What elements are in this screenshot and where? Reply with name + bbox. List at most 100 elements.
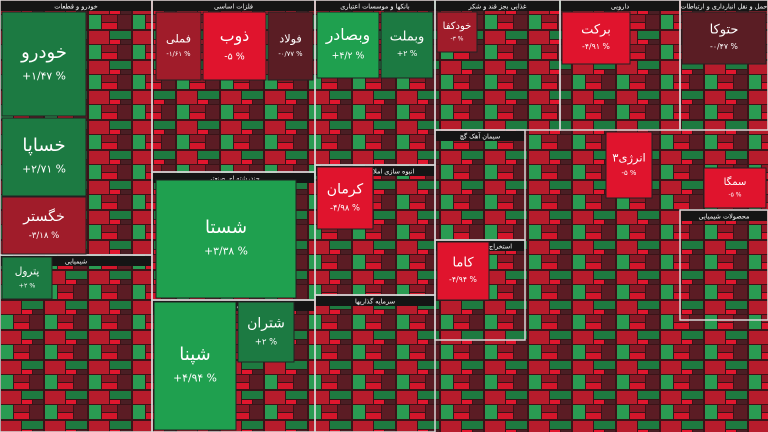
tile-value: +۲ % xyxy=(397,49,418,58)
tile-name: خگستر xyxy=(22,208,65,225)
sector-frame xyxy=(0,254,153,432)
tile: سمگا -۵ % xyxy=(703,167,767,209)
tile-name: وبملت xyxy=(390,30,424,45)
tile: پترول +۲ % xyxy=(1,256,53,300)
tile: فملی -۱/۶۱ % xyxy=(155,11,202,81)
tile-value: +۴/۹۴ % xyxy=(173,372,217,385)
tile: شتران +۲ % xyxy=(237,301,295,363)
tile: ذوب -۵ % xyxy=(202,11,267,81)
tile: خودکفا -۳ % xyxy=(436,11,478,53)
tile-name: وبصادر xyxy=(325,26,370,45)
tile-rect xyxy=(155,179,297,299)
tile-rect xyxy=(1,196,87,255)
tile-value: +۳/۳۸ % xyxy=(204,245,248,258)
sector-title: حمل و نقل انبارداری و ارتباطات xyxy=(681,3,768,11)
tile-rect xyxy=(155,11,202,81)
tile-rect xyxy=(681,11,767,65)
tile: خودرو +۱/۴۷ % xyxy=(1,11,87,117)
tile-name: شستا xyxy=(205,217,247,238)
tile-value: -۰/۷۷ % xyxy=(278,50,303,58)
tile-name: برکت xyxy=(581,23,611,38)
tile-rect xyxy=(1,117,87,197)
tile-value: +۴/۲ % xyxy=(332,50,365,61)
tile-name: کرمان xyxy=(327,182,364,198)
tile-value: -۵ % xyxy=(622,169,637,177)
tile-rect xyxy=(561,11,631,65)
tile: شستا +۳/۳۸ % xyxy=(155,179,297,299)
tile-name: خودکفا xyxy=(443,21,472,32)
tile: وبملت +۲ % xyxy=(380,11,434,79)
tile-rect xyxy=(436,241,490,301)
tile-rect xyxy=(380,11,434,79)
tile-name: شتران xyxy=(247,316,285,332)
tile-name: شپنا xyxy=(179,344,210,365)
tile-name: فملی xyxy=(166,32,191,45)
tile: شپنا +۴/۹۴ % xyxy=(153,301,237,431)
tile-value: -۳ % xyxy=(451,36,464,43)
sector-frame xyxy=(679,0,768,131)
tile-value: +۲/۷۱ % xyxy=(22,163,66,176)
sector-title: دارویی xyxy=(611,3,629,11)
sector-title: سرمایه گذاریها xyxy=(355,298,395,306)
tile-rect xyxy=(1,256,53,300)
tile: وبصادر +۴/۲ % xyxy=(316,11,380,79)
sector-header xyxy=(436,1,559,11)
sector-header xyxy=(1,1,151,11)
tile: فولاد -۰/۷۷ % xyxy=(267,11,314,81)
tile-rect xyxy=(267,11,314,81)
sector-header xyxy=(1,256,151,266)
tile-rect xyxy=(316,166,374,230)
tile-rect xyxy=(153,301,237,431)
tile-name: پترول xyxy=(15,266,40,278)
tile: خساپا +۲/۷۱ % xyxy=(1,117,87,197)
tile-rect xyxy=(202,11,267,81)
tile-value: -۴/۹۴ % xyxy=(449,275,477,284)
tile: کرمان -۴/۹۸ % xyxy=(316,166,374,230)
sector-header xyxy=(436,131,524,141)
sector-title: فلزات اساسی xyxy=(214,3,253,11)
tile-name: خساپا xyxy=(22,135,65,156)
tile-name: حتوکا xyxy=(710,23,739,38)
tile-rect xyxy=(1,11,87,117)
tile-name: کاما xyxy=(452,256,474,271)
sector-header xyxy=(153,173,314,183)
tile-value: -۳/۱۸ % xyxy=(29,231,60,241)
sector-title: خودرو و قطعات xyxy=(54,3,98,11)
tile-value: -۰/۴۷ % xyxy=(710,42,738,51)
tile-value: -۵ % xyxy=(729,192,742,199)
sector-title: چندرشته ای صنعتی xyxy=(207,175,259,183)
tile: خگستر -۳/۱۸ % xyxy=(1,196,87,255)
sector-frame xyxy=(434,239,526,341)
tile-rect xyxy=(605,131,653,199)
tile-rect xyxy=(237,301,295,363)
tile-name: فولاد xyxy=(279,32,302,46)
sector-frame xyxy=(314,294,436,432)
sector-frame xyxy=(679,209,768,321)
tile: کاما -۴/۹۴ % xyxy=(436,241,490,301)
sector-title: شیمیایی xyxy=(65,258,87,266)
tile-value: -۵ % xyxy=(224,52,244,63)
tile-rect xyxy=(436,11,478,53)
sector-header xyxy=(316,166,434,176)
tile-rect xyxy=(316,11,380,79)
sector-header xyxy=(316,296,434,306)
tile-value: +۲ % xyxy=(255,336,277,346)
sector-header xyxy=(681,211,767,221)
tile-name: انرژی۳ xyxy=(612,151,645,166)
tile-name: سمگا xyxy=(724,176,747,188)
tile-value: +۱/۴۷ % xyxy=(22,70,66,83)
sector-header xyxy=(681,1,767,11)
sector-header xyxy=(561,1,679,11)
tile-rect xyxy=(703,167,767,209)
tile-value: -۱/۶۱ % xyxy=(166,50,191,58)
sector-title: محصولات شیمیایی xyxy=(699,213,750,221)
sector-title: سیمان آهک گچ xyxy=(460,132,500,141)
tile: برکت -۴/۹۱ % xyxy=(561,11,631,65)
tile-value: -۴/۹۸ % xyxy=(330,202,360,212)
tile-value: -۴/۹۱ % xyxy=(582,42,610,51)
tile: حتوکا -۰/۴۷ % xyxy=(681,11,767,65)
tile-value: +۲ % xyxy=(19,282,36,289)
tile: انرژی۳ -۵ % xyxy=(605,131,653,199)
sector-title: بانکها و موسسات اعتباری xyxy=(340,3,410,11)
